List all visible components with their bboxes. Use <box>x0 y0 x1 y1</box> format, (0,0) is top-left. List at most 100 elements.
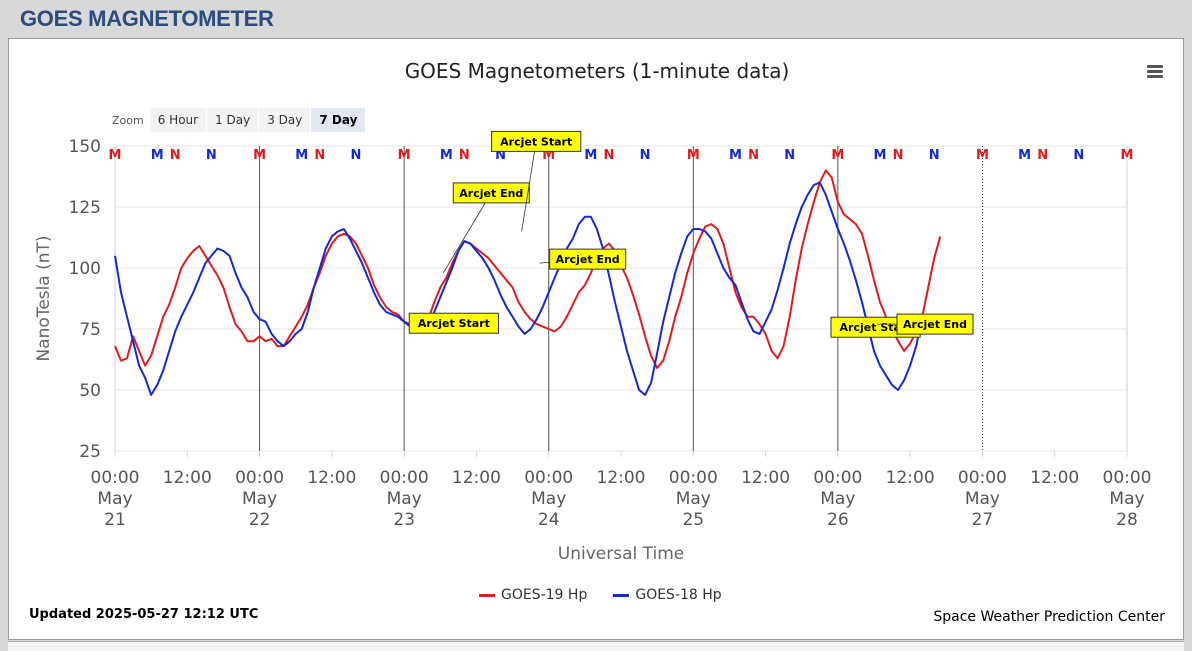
chart-title: GOES Magnetometers (1-minute data) <box>404 59 790 83</box>
x-tick-label: 21 <box>104 510 126 530</box>
orbit-marker-m: M <box>440 148 453 163</box>
orbit-marker-n: N <box>495 148 506 163</box>
orbit-marker-n: N <box>893 148 904 163</box>
x-tick-label: May <box>820 489 855 509</box>
x-tick-label: 23 <box>393 510 415 530</box>
orbit-marker-m: M <box>1121 148 1134 163</box>
orbit-marker-m: M <box>976 148 989 163</box>
orbit-marker-m: M <box>151 148 164 163</box>
x-tick-label: 00:00 <box>669 468 718 488</box>
x-tick-label: May <box>242 489 277 509</box>
x-tick-label: 00:00 <box>958 468 1007 488</box>
zoom-6hour-button[interactable]: 6 Hour <box>149 108 207 132</box>
annotation-label: Arcjet End <box>556 253 620 266</box>
orbit-marker-n: N <box>604 148 615 163</box>
x-tick-label: May <box>531 489 566 509</box>
arcjet-annotation: Arcjet End <box>442 182 530 274</box>
x-tick-label: 00:00 <box>235 468 284 488</box>
x-tick-label: May <box>97 489 132 509</box>
x-tick-label: 00:00 <box>813 468 862 488</box>
x-tick-label: 12:00 <box>1030 468 1079 488</box>
orbit-marker-m: M <box>109 148 122 163</box>
x-tick-label: 27 <box>972 510 994 530</box>
page-header: GOES MAGNETOMETER <box>0 0 1192 38</box>
x-tick-label: 12:00 <box>741 468 790 488</box>
x-tick-label: May <box>676 489 711 509</box>
orbit-marker-n: N <box>640 148 651 163</box>
x-tick-label: 12:00 <box>452 468 501 488</box>
legend-label-goes19: GOES-19 Hp <box>501 587 588 603</box>
orbit-marker-n: N <box>1073 148 1084 163</box>
annotation-connector <box>521 141 537 232</box>
y-tick-label: 150 <box>69 137 101 157</box>
orbit-marker-n: N <box>784 148 795 163</box>
orbit-marker-m: M <box>398 148 411 163</box>
legend-label-goes18: GOES-18 Hp <box>635 587 722 603</box>
orbit-marker-n: N <box>748 148 759 163</box>
arcjet-annotation: Arcjet End <box>877 313 974 335</box>
bottom-scroll-strip <box>8 641 1184 651</box>
orbit-marker-n: N <box>314 148 325 163</box>
chart-panel: GOES Magnetometers (1-minute data) Zoom … <box>8 38 1184 640</box>
x-tick-label: May <box>1109 489 1144 509</box>
x-tick-label: 12:00 <box>163 468 212 488</box>
x-tick-label: 12:00 <box>886 468 935 488</box>
x-tick-label: 24 <box>538 510 560 530</box>
orbit-marker-m: M <box>253 148 266 163</box>
orbit-marker-m: M <box>1018 148 1031 163</box>
x-axis-title: Universal Time <box>558 544 684 564</box>
annotation-label: Arcjet Start <box>418 317 490 330</box>
annotation-box <box>408 312 499 334</box>
x-tick-label: 12:00 <box>307 468 356 488</box>
series-line-goes-18-hp <box>114 181 936 396</box>
y-tick-label: 125 <box>69 198 101 218</box>
chart-legend: GOES-19 Hp GOES-18 Hp <box>479 587 722 603</box>
x-tick-label: 00:00 <box>524 468 573 488</box>
hamburger-menu-icon[interactable] <box>1147 65 1163 79</box>
orbit-marker-n: N <box>351 148 362 163</box>
annotation-connector <box>442 192 492 274</box>
legend-swatch-goes19 <box>479 593 495 597</box>
y-tick-label: 50 <box>79 381 101 401</box>
updated-timestamp: Updated 2025-05-27 12:12 UTC <box>29 607 259 622</box>
page-title: GOES MAGNETOMETER <box>20 6 274 31</box>
orbit-marker-m: M <box>687 148 700 163</box>
x-tick-label: 00:00 <box>380 468 429 488</box>
arcjet-annotation: Arcjet Start <box>408 312 499 334</box>
orbit-marker-m: M <box>729 148 742 163</box>
annotation-box <box>452 182 530 204</box>
y-axis-title: NanoTesla (nT) <box>34 235 54 361</box>
legend-swatch-goes18 <box>613 593 630 597</box>
x-tick-label: 00:00 <box>91 468 140 488</box>
plot-area-border <box>114 145 1128 452</box>
orbit-marker-n: N <box>929 148 940 163</box>
zoom-3day-button[interactable]: 3 Day <box>259 108 311 132</box>
x-tick-label: 00:00 <box>1103 468 1152 488</box>
x-tick-label: 28 <box>1116 510 1138 530</box>
orbit-marker-n: N <box>459 148 470 163</box>
x-tick-label: 26 <box>827 510 849 530</box>
orbit-marker-m: M <box>831 148 844 163</box>
annotation-label: Arcjet Start <box>500 135 572 148</box>
annotation-label: Arcjet End <box>903 318 967 331</box>
orbit-marker-m: M <box>874 148 887 163</box>
annotation-label: Arcjet End <box>459 187 523 200</box>
arcjet-annotation: Arcjet End <box>539 248 627 270</box>
annotation-box <box>491 130 582 152</box>
x-tick-label: 12:00 <box>597 468 646 488</box>
zoom-bar: Zoom 6 Hour 1 Day 3 Day 7 Day <box>112 107 366 133</box>
orbit-marker-n: N <box>206 148 217 163</box>
arcjet-annotation: Arcjet Start <box>491 130 582 232</box>
legend-item-goes19[interactable]: GOES-19 Hp <box>479 587 587 603</box>
zoom-7day-button[interactable]: 7 Day <box>311 108 366 132</box>
y-tick-label: 100 <box>69 259 101 279</box>
zoom-1day-button[interactable]: 1 Day <box>207 108 259 132</box>
orbit-marker-n: N <box>1037 148 1048 163</box>
legend-item-goes18[interactable]: GOES-18 Hp <box>613 587 722 603</box>
x-tick-label: May <box>965 489 1000 509</box>
annotation-box <box>549 248 627 270</box>
orbit-marker-n: N <box>170 148 181 163</box>
y-tick-label: 25 <box>79 442 101 462</box>
orbit-marker-m: M <box>295 148 308 163</box>
